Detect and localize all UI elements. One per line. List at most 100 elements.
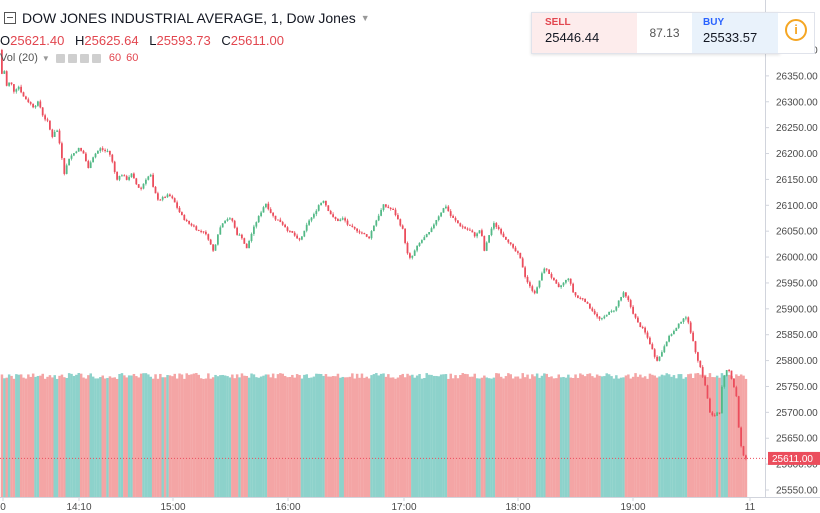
volume-bar	[715, 375, 719, 497]
candle-body	[349, 224, 351, 226]
candle-body	[418, 242, 421, 246]
volume-bar	[31, 373, 35, 497]
volume-bar	[339, 377, 342, 497]
candle-body	[73, 153, 75, 156]
volume-bar	[53, 375, 56, 497]
volume-bar	[521, 373, 524, 497]
candle-body	[567, 278, 570, 280]
volume-bar	[120, 373, 124, 497]
last-price-label: 25611.00	[772, 454, 813, 465]
collapse-icon[interactable]	[4, 12, 16, 24]
volume-bar	[17, 374, 20, 497]
volume-bar	[235, 374, 239, 497]
volume-bar	[622, 377, 625, 497]
volume-bar	[420, 378, 424, 497]
candle-body	[334, 216, 337, 219]
volume-bar	[547, 377, 551, 497]
candle-body	[457, 220, 459, 224]
candle-body	[202, 231, 205, 233]
candle-body	[680, 321, 682, 324]
volume-bar	[65, 377, 68, 497]
settings-icon[interactable]	[67, 53, 77, 63]
volume-bar	[495, 373, 498, 497]
volume-bar	[399, 375, 402, 497]
y-tick-label: 26200.00	[776, 149, 818, 160]
candle-body	[82, 150, 85, 154]
volume-bar	[250, 373, 253, 497]
eye-icon[interactable]	[55, 53, 65, 63]
more-icon[interactable]	[91, 53, 101, 63]
candle-body	[485, 242, 488, 251]
volume-bar	[377, 375, 380, 497]
buy-button[interactable]: BUY 25533.57	[692, 13, 779, 53]
candle-body	[229, 218, 231, 220]
candle-body	[113, 161, 116, 172]
sell-button[interactable]: SELL 25446.44	[532, 13, 637, 53]
candle-body	[730, 370, 733, 379]
volume-bar	[711, 377, 714, 497]
volume-caret-icon[interactable]: ▼	[41, 53, 50, 63]
volume-bar	[449, 373, 452, 497]
y-tick-label: 26300.00	[776, 97, 818, 108]
candle-body	[404, 228, 406, 243]
x-tick-label: 11	[745, 502, 756, 513]
candle-body	[598, 316, 601, 319]
volume-bar	[627, 374, 630, 497]
volume-bar	[231, 374, 234, 497]
y-tick-label: 25900.00	[776, 304, 818, 315]
candle-body	[68, 158, 70, 166]
candle-body	[272, 212, 274, 216]
volume-bar	[691, 378, 695, 497]
volume-bar	[197, 374, 200, 497]
candle-body	[447, 206, 450, 212]
volume-bar	[545, 373, 548, 497]
volume-bar	[293, 377, 296, 497]
candle-body	[269, 209, 272, 213]
candle-body	[53, 131, 56, 137]
y-tick-label: 25700.00	[776, 408, 818, 419]
candle-body	[382, 204, 385, 210]
volume-bar	[682, 378, 685, 497]
volume-bar	[192, 373, 196, 497]
symbol-title[interactable]: DOW JONES INDUSTRIAL AVERAGE, 1, Dow Jon…	[22, 10, 356, 26]
volume-bar	[509, 374, 512, 497]
volume-bar	[730, 376, 733, 497]
volume-bar	[168, 375, 172, 497]
candle-body	[656, 356, 658, 361]
chevron-down-icon[interactable]: ▼	[360, 13, 370, 23]
volume-bar	[660, 374, 664, 497]
x-tick-label: 14:10	[66, 502, 91, 513]
volume-bar	[55, 378, 59, 497]
volume-bar	[310, 377, 313, 497]
volume-bar	[353, 378, 356, 497]
volume-bar	[363, 377, 366, 497]
volume-bar	[219, 375, 222, 497]
chart-header: DOW JONES INDUSTRIAL AVERAGE, 1, Dow Jon…	[0, 8, 370, 28]
volume-bar	[689, 373, 692, 497]
candle-body	[682, 318, 685, 322]
candle-body	[555, 280, 558, 284]
volume-bar	[298, 375, 301, 497]
volume-bar	[411, 374, 414, 497]
candle-body	[293, 232, 296, 236]
candle-body	[344, 218, 346, 221]
volume-bar	[646, 378, 649, 497]
volume-bar	[723, 375, 726, 497]
candle-body	[356, 228, 358, 232]
volume-bar	[475, 378, 479, 497]
volume-bar	[727, 374, 731, 497]
candle-body	[37, 101, 39, 106]
volume-value-1: 60	[108, 52, 122, 64]
candle-body	[701, 367, 704, 377]
volume-bar	[600, 376, 604, 497]
volume-bar	[588, 373, 592, 497]
open-label: O	[0, 33, 11, 48]
volume-bar	[543, 373, 546, 497]
info-icon[interactable]: i	[785, 19, 807, 41]
candle-body	[430, 228, 433, 233]
volume-bar	[72, 375, 76, 497]
volume-bar	[7, 374, 11, 497]
close-icon[interactable]	[79, 53, 89, 63]
volume-label[interactable]: Vol (20)	[0, 52, 38, 64]
